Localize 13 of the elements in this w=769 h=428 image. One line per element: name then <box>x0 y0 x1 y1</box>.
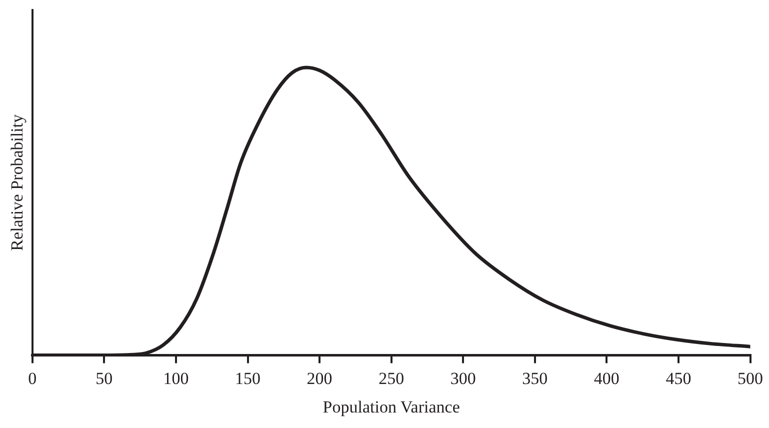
x-tick-label: 400 <box>594 368 620 388</box>
x-tick-label: 350 <box>522 368 548 388</box>
x-tick-label: 300 <box>450 368 476 388</box>
x-tick-label: 100 <box>163 368 189 388</box>
x-tick-label: 200 <box>306 368 332 388</box>
x-axis-title: Population Variance <box>322 397 460 416</box>
x-tick-label: 150 <box>235 368 261 388</box>
y-axis-title: Relative Probability <box>8 114 27 251</box>
x-tick-label: 500 <box>738 368 763 388</box>
x-tick-label: 450 <box>666 368 692 388</box>
x-tick-label: 250 <box>378 368 404 388</box>
x-tick-label: 50 <box>96 368 113 388</box>
x-tick-label: 0 <box>28 368 37 388</box>
